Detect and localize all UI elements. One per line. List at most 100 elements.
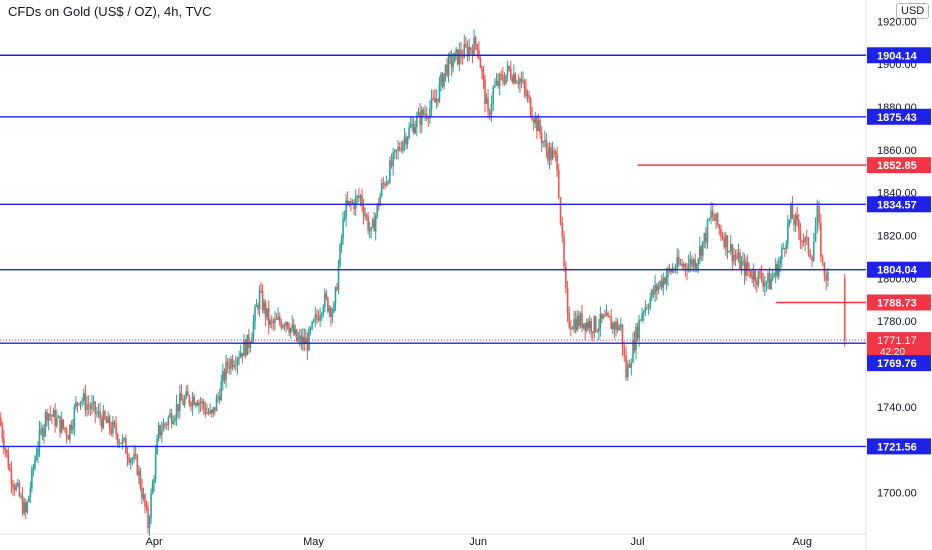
candle-up [179,393,181,412]
candle-down [681,263,683,267]
candle-up [251,337,253,344]
level-price-label: 1721.56 [877,441,917,453]
candle-down [412,123,415,134]
candle-down [636,326,639,339]
candle-up [118,442,121,444]
candle-down [503,80,506,84]
candle-up [198,402,200,406]
candle-up [403,136,406,142]
candle-down [49,413,52,416]
candle-up [667,268,669,277]
level-price-tag [867,438,931,455]
candle-down [646,307,648,309]
candle-down [805,237,808,239]
candle-down [623,347,626,356]
level-price-label: 1875.43 [877,112,917,124]
candle-up [269,320,271,325]
candle-up [698,246,701,260]
candle-up [298,335,301,339]
candle-down [300,335,303,345]
candle-up [494,84,496,88]
candle-down [818,205,820,223]
candle-up [443,73,445,87]
candle-down [670,269,672,273]
candle-down [531,115,533,120]
candle-up [671,268,674,273]
candle-up [770,278,772,290]
candle-down [553,150,555,152]
candle-down [390,160,393,167]
candle-down [180,393,183,401]
candle-down [18,483,21,496]
candle-up [708,218,711,221]
candle-up [429,108,431,119]
candle-up [75,402,77,408]
candle-down [105,418,108,424]
candle-down [652,289,655,295]
candle-down [59,416,61,433]
candle-down [2,437,5,449]
candle-down [500,74,503,76]
candle-down [566,288,569,313]
candle-down [481,68,483,72]
candle-down [736,257,738,259]
candle-down [508,66,511,69]
candle-up [779,259,782,265]
candle-down [65,429,68,437]
candle-down [791,204,794,219]
candle-up [312,319,315,322]
candle-down [306,338,309,351]
candle-up [133,454,135,460]
candle-down [295,329,298,341]
candle-up [297,338,300,341]
candle-down [384,183,386,186]
candle-down [756,281,758,285]
candle-down [141,487,143,499]
last-candle [843,278,846,341]
candle-down [811,256,813,261]
candle-down [187,391,189,396]
candle-down [144,494,146,507]
candle-up [123,438,126,440]
candle-down [590,320,593,332]
candle-down [584,323,586,331]
candle-up [627,363,629,378]
candle-up [682,264,685,267]
candle-down [336,286,338,291]
candle-down [739,252,741,270]
candle-up [183,398,186,405]
candle-down [280,322,283,328]
candle-down [700,246,703,256]
candle-down [502,75,504,81]
candle-up [371,219,374,228]
candle-up [424,114,426,116]
candle-up [582,323,585,328]
candle-up [519,78,521,84]
candle-down [292,324,295,335]
candle-up [752,270,755,280]
candle-down [288,328,290,333]
candle-up [343,217,346,220]
candle-down [382,183,385,185]
candle-up [389,160,391,183]
candle-up [728,251,730,253]
candle-up [506,66,509,75]
candle-down [731,244,734,262]
candle-up [31,468,33,489]
candle-up [79,401,82,405]
candle-down [705,233,707,243]
candle-up [225,361,227,380]
candle-up [52,410,55,417]
candle-up [757,271,760,285]
currency-button[interactable]: USD [896,3,930,19]
x-tick-label: Jul [631,536,645,548]
candle-up [309,328,312,330]
candle-up [314,314,317,320]
candle-down [193,396,195,405]
candle-up [816,205,819,227]
candle-down [660,281,663,288]
candle-up [370,227,372,231]
candle-down [607,312,609,317]
candle-up [368,230,371,232]
